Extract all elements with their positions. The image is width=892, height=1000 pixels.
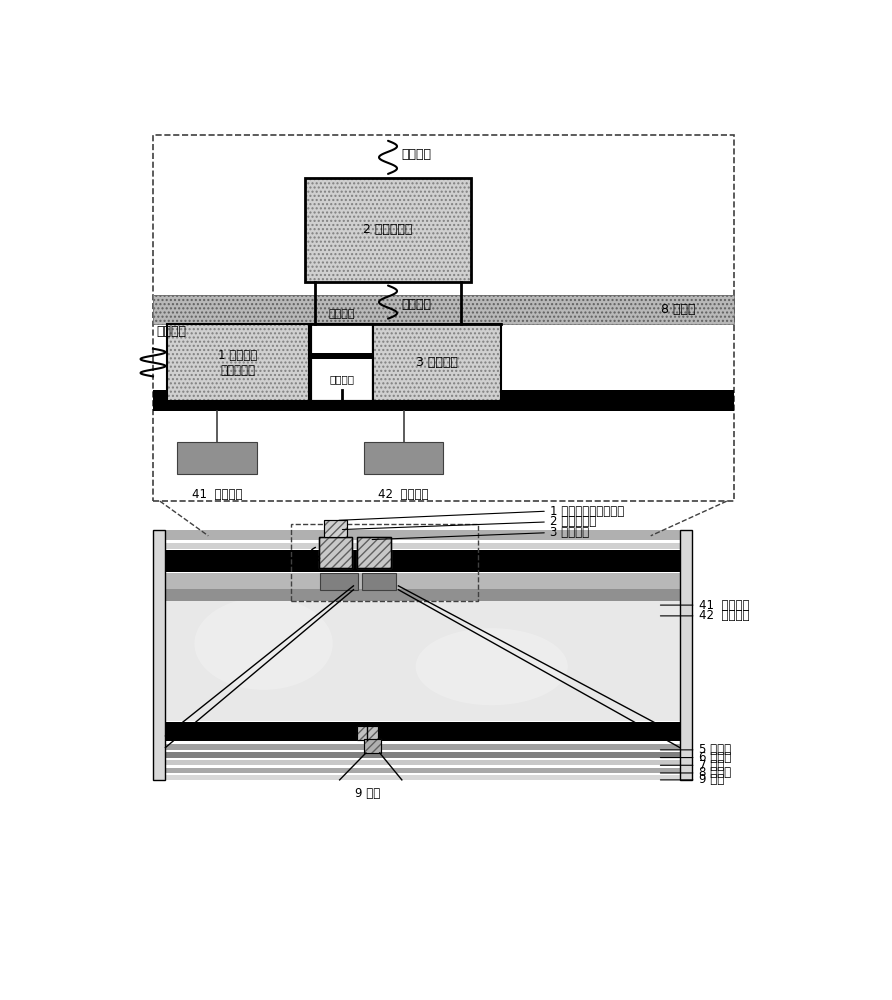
Text: 8 屏蔽罩: 8 屏蔽罩 (661, 303, 696, 316)
Bar (310, 324, 373, 401)
Bar (153, 530, 692, 540)
Bar (153, 550, 692, 572)
Bar (680, 530, 692, 780)
Bar (153, 543, 692, 549)
Bar (167, 324, 309, 401)
Text: 5 支撑管: 5 支撑管 (699, 743, 731, 756)
Bar (325, 520, 346, 537)
Text: 7 内管: 7 内管 (699, 759, 724, 772)
Bar (319, 537, 352, 568)
Bar (310, 324, 373, 401)
Bar (153, 590, 692, 721)
Text: 6 金属杆: 6 金属杆 (699, 751, 731, 764)
Bar (153, 752, 692, 758)
Bar (153, 389, 734, 411)
Text: 供电电缆: 供电电缆 (328, 309, 355, 319)
Text: 1 信号处理与通信模块: 1 信号处理与通信模块 (550, 505, 624, 518)
Bar (373, 324, 500, 401)
Text: 42  电源电极: 42 电源电极 (378, 488, 429, 501)
Bar (325, 520, 346, 537)
Text: 41  电源电极: 41 电源电极 (699, 599, 749, 612)
Bar (680, 530, 692, 780)
Bar (153, 744, 692, 750)
Bar (153, 768, 692, 773)
Bar (357, 537, 392, 568)
Bar (153, 530, 165, 780)
Bar (153, 722, 692, 741)
Text: 1 信号处理
与通信模块: 1 信号处理 与通信模块 (218, 349, 257, 377)
Bar (153, 295, 734, 324)
Ellipse shape (194, 597, 333, 690)
Bar (153, 295, 734, 324)
Bar (357, 537, 392, 568)
Bar (305, 178, 471, 282)
Text: 7 内管: 7 内管 (661, 394, 688, 407)
Bar (319, 537, 352, 568)
Bar (319, 537, 352, 568)
Bar (153, 774, 692, 780)
Bar (364, 739, 381, 753)
Bar (320, 573, 359, 590)
Bar (373, 324, 500, 401)
Bar (153, 135, 734, 501)
Bar (357, 726, 377, 740)
Bar (357, 537, 392, 568)
Text: 42  信号电极: 42 信号电极 (699, 609, 749, 622)
Bar (153, 530, 165, 780)
Bar (373, 324, 500, 401)
Text: 通信天线: 通信天线 (156, 325, 186, 338)
Bar (153, 573, 692, 590)
Bar (362, 573, 396, 590)
Text: 8 屏蔽罩: 8 屏蔽罩 (699, 766, 731, 779)
Bar (153, 589, 692, 601)
Text: 3 电源模块: 3 电源模块 (416, 356, 458, 369)
Text: 2 无线中继站: 2 无线中继站 (363, 223, 413, 236)
Text: 通信天线: 通信天线 (402, 148, 432, 161)
Text: 信号总线: 信号总线 (329, 374, 354, 384)
Bar (153, 760, 692, 765)
Bar (305, 178, 471, 282)
Text: 2 无线中继站: 2 无线中继站 (550, 515, 597, 528)
Text: 41  信号电极: 41 信号电极 (192, 488, 242, 501)
Bar (357, 726, 377, 740)
Bar (357, 726, 377, 740)
Bar (167, 324, 309, 401)
Text: 3 电源模块: 3 电源模块 (550, 526, 590, 539)
Ellipse shape (416, 628, 568, 705)
Bar (364, 442, 443, 474)
Bar (364, 739, 381, 753)
Bar (292, 524, 478, 601)
Text: 9 导线: 9 导线 (355, 787, 380, 800)
Text: 9 导线: 9 导线 (699, 773, 724, 786)
Bar (364, 739, 381, 753)
Text: 通信天线: 通信天线 (402, 298, 432, 311)
Bar (178, 442, 257, 474)
Bar (325, 520, 346, 537)
Bar (310, 353, 373, 359)
Bar (167, 324, 309, 401)
Bar (305, 178, 471, 282)
